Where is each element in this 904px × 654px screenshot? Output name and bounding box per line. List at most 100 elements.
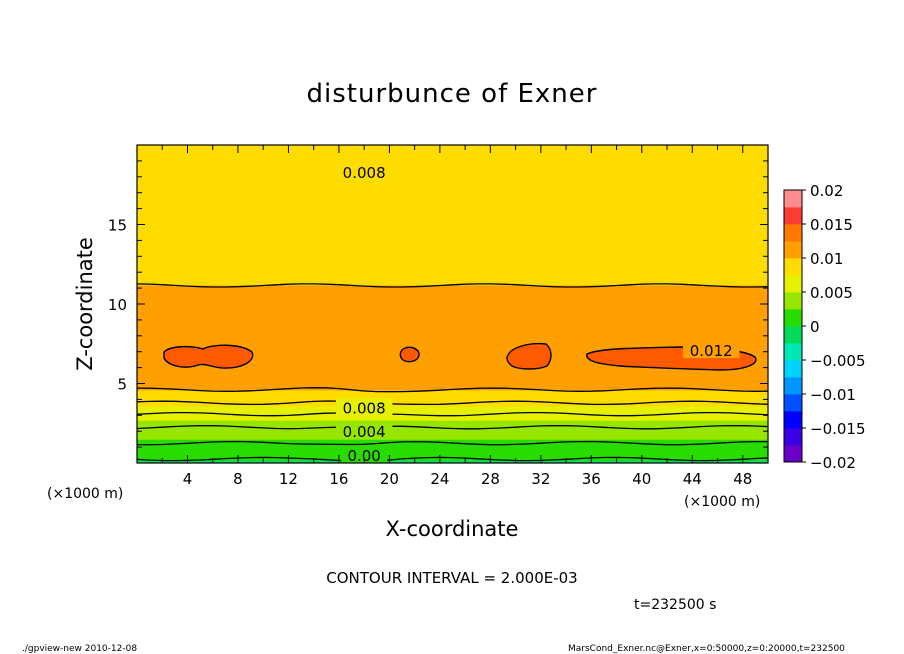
color-band [137, 168, 768, 172]
color-band [137, 321, 768, 324]
color-band [137, 172, 768, 175]
color-band [137, 254, 768, 257]
color-band [137, 354, 768, 358]
contour-label: 0.004 [343, 423, 386, 441]
color-band [137, 149, 768, 152]
color-band [137, 179, 768, 183]
contour-label-bg [335, 398, 393, 416]
color-band [137, 170, 768, 173]
color-band [137, 280, 768, 283]
color-band [137, 358, 768, 361]
colorbar-swatch [784, 343, 802, 361]
color-band [137, 289, 768, 292]
color-band [137, 431, 768, 434]
colorbar-labels: 0.02 0.015 0.01 0.005 0 −0.005 −0.01 −0.015 −0.0… [802, 182, 866, 472]
color-band [137, 259, 768, 262]
color-band [137, 337, 768, 340]
color-band [137, 265, 768, 269]
color-band [137, 455, 768, 458]
color-band [137, 222, 768, 226]
y-ticks: 5 10 15 [108, 160, 768, 448]
contour-line [137, 440, 768, 446]
contour-label: 0.008 [343, 399, 386, 417]
colorbar-swatch [784, 292, 802, 310]
colorbar-label: −0.02 [810, 454, 856, 472]
color-band [137, 418, 768, 421]
x-tick-label: 40 [632, 470, 651, 488]
color-band [137, 284, 768, 288]
contour-line [137, 411, 768, 417]
color-band [137, 162, 768, 165]
color-band [137, 262, 768, 265]
color-band [137, 175, 768, 178]
colorbar-swatch [784, 309, 802, 327]
color-band [137, 407, 768, 410]
color-band [137, 248, 768, 251]
color-band [137, 305, 768, 308]
color-band [137, 367, 768, 370]
color-band [137, 148, 768, 151]
color-band [137, 270, 768, 273]
color-band [137, 362, 768, 366]
color-band [137, 370, 768, 373]
color-band [137, 232, 768, 235]
x-tick-label: 20 [380, 470, 399, 488]
color-band [137, 377, 768, 380]
contour-label: 0.012 [690, 342, 733, 360]
color-band [137, 413, 768, 416]
color-band [137, 385, 768, 388]
plot-area [137, 145, 768, 463]
x-unit-left: (×1000 m) [47, 486, 123, 502]
color-band [137, 421, 768, 424]
color-band [137, 412, 768, 415]
color-band [137, 269, 768, 272]
x-tick-label: 8 [233, 470, 243, 488]
color-band [137, 429, 768, 432]
color-band [137, 181, 768, 184]
color-band [137, 203, 768, 207]
color-band [137, 186, 768, 189]
color-band [137, 211, 768, 214]
color-band [137, 234, 768, 237]
color-band [137, 288, 768, 291]
x-tick-label: 32 [531, 470, 550, 488]
color-band [137, 335, 768, 338]
color-band [137, 219, 768, 222]
color-band [137, 310, 768, 313]
color-band [137, 146, 768, 149]
color-band [137, 156, 768, 159]
color-band [137, 275, 768, 278]
color-band [137, 164, 768, 167]
contour-label-bg [682, 341, 740, 359]
x-tick-label: 36 [582, 470, 601, 488]
color-band [137, 237, 768, 240]
color-band [137, 296, 768, 299]
x-tick-label: 44 [683, 470, 702, 488]
color-band [137, 319, 768, 323]
x-unit-right: (×1000 m) [684, 494, 760, 510]
color-band [137, 240, 768, 243]
color-band [137, 451, 768, 455]
contour-line [137, 283, 768, 288]
contour-interval: CONTOUR INTERVAL = 2.000E-03 [326, 569, 577, 587]
footer-left: ./gpview-new 2010-12-08 [22, 644, 137, 654]
color-band [137, 410, 768, 413]
colorbar-label: 0.015 [810, 216, 853, 234]
color-band [137, 214, 768, 218]
color-band [137, 343, 768, 346]
color-band [137, 245, 768, 248]
color-band [137, 326, 768, 329]
colorbar-label: −0.015 [810, 420, 866, 438]
color-band [137, 210, 768, 213]
color-band [137, 351, 768, 354]
color-band [137, 399, 768, 402]
color-band [137, 267, 768, 270]
colorbar-swatch [784, 326, 802, 344]
color-band [137, 286, 768, 289]
color-band [137, 366, 768, 369]
color-band [137, 359, 768, 362]
color-band [137, 297, 768, 300]
color-band [137, 226, 768, 229]
color-band [137, 187, 768, 191]
color-band [137, 440, 768, 443]
